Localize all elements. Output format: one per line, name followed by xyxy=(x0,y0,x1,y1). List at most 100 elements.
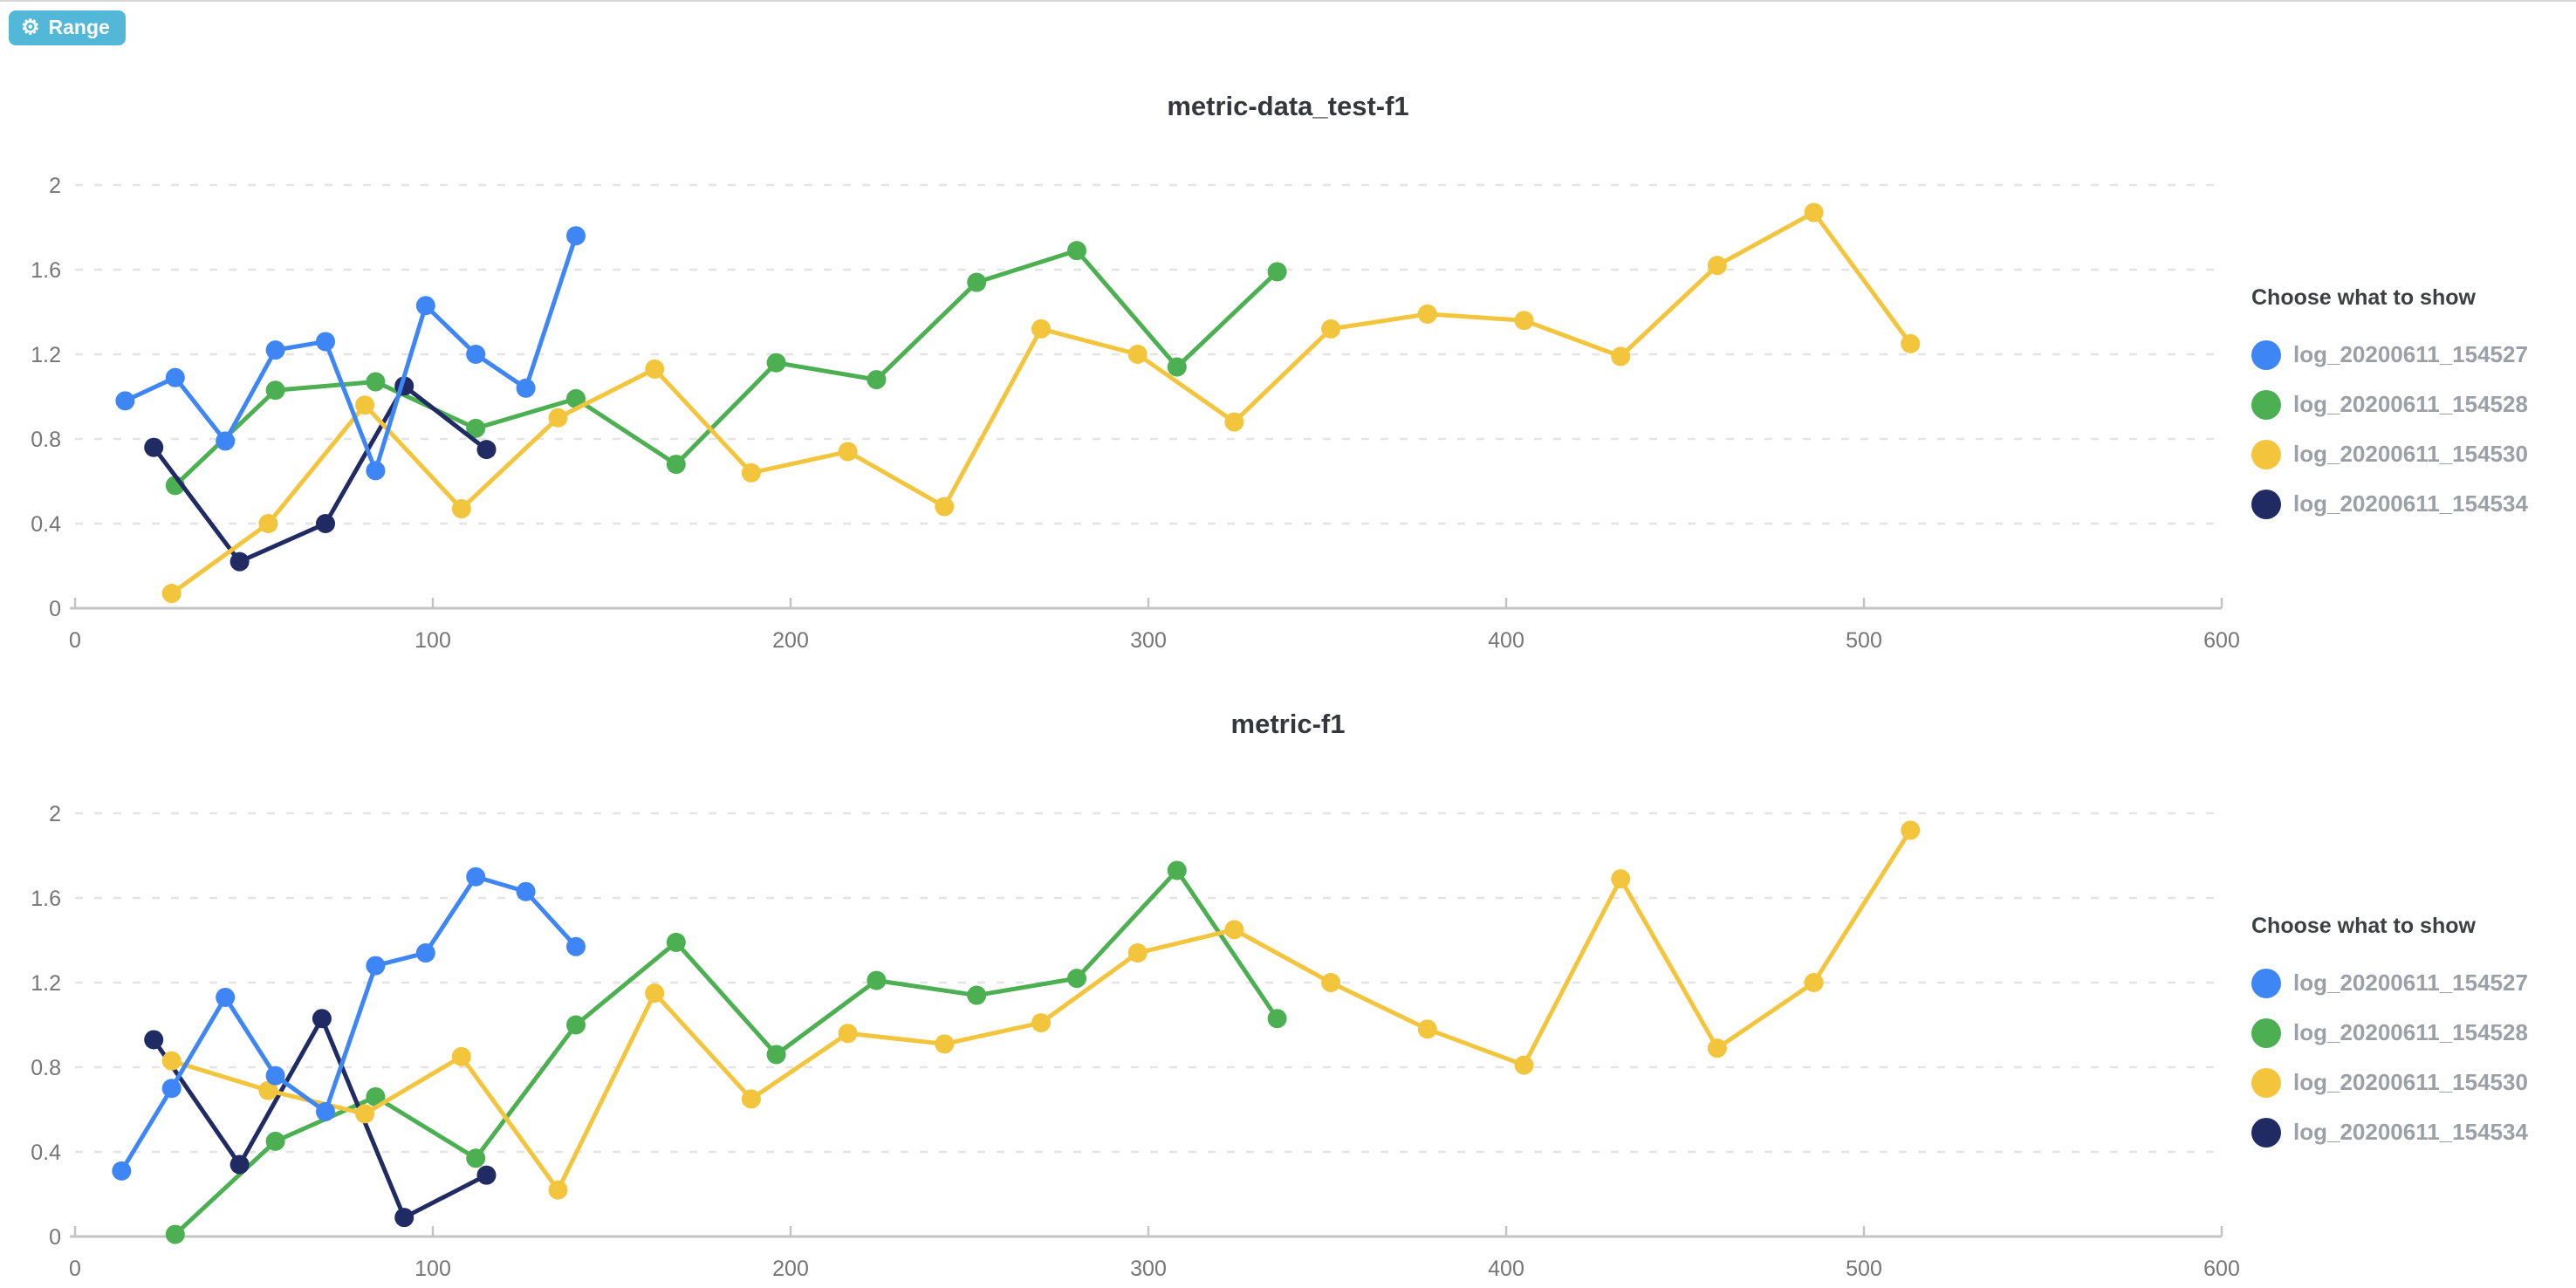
y-tick-label: 1.2 xyxy=(31,971,61,996)
range-button[interactable]: ⚙ Range xyxy=(9,10,126,45)
data-point-log_20200611_154530 xyxy=(451,1046,471,1066)
series-color-dot xyxy=(2251,439,2281,469)
data-point-log_20200611_154528 xyxy=(1267,1009,1287,1029)
data-point-log_20200611_154530 xyxy=(1224,920,1244,940)
data-point-log_20200611_154528 xyxy=(466,418,486,438)
data-point-log_20200611_154530 xyxy=(1804,202,1824,223)
x-tick-label: 100 xyxy=(414,1257,451,1281)
legend-title: Choose what to show xyxy=(2251,914,2476,938)
chart-metric-data-test-f1: metric-data_test-f1 0 0.4 0.8 1.2 1.6 2 0 100 200… xyxy=(31,91,2240,653)
x-tick-label: 200 xyxy=(772,1257,809,1281)
legend-item-log-20200611-154534[interactable]: log_20200611_154534 xyxy=(2251,479,2566,529)
data-point-log_20200611_154528 xyxy=(1067,241,1086,261)
data-point-log_20200611_154530 xyxy=(1514,311,1534,331)
legend-item-label: log_20200611_154530 xyxy=(2293,1069,2528,1095)
data-point-log_20200611_154530 xyxy=(161,1051,182,1071)
x-tick-label: 200 xyxy=(772,628,809,653)
legend-item-log-20200611-154534[interactable]: log_20200611_154534 xyxy=(2251,1107,2566,1157)
data-point-log_20200611_154528 xyxy=(967,272,987,292)
y-tick-label: 2 xyxy=(49,802,61,826)
range-button-label: Range xyxy=(48,16,110,38)
data-point-log_20200611_154534 xyxy=(144,1030,164,1050)
legend-item-log-20200611-154527[interactable]: log_20200611_154527 xyxy=(2251,330,2566,380)
y-tick-label: 0.8 xyxy=(31,428,61,452)
data-point-log_20200611_154527 xyxy=(366,461,386,481)
data-point-log_20200611_154534 xyxy=(316,514,335,533)
data-point-log_20200611_154527 xyxy=(516,378,536,398)
data-point-log_20200611_154530 xyxy=(1031,319,1051,339)
legend-item-log-20200611-154530[interactable]: log_20200611_154530 xyxy=(2251,429,2566,479)
data-point-log_20200611_154530 xyxy=(1031,1013,1051,1033)
legend-item-label: log_20200611_154534 xyxy=(2293,490,2528,517)
data-point-log_20200611_154528 xyxy=(265,1131,285,1151)
data-point-log_20200611_154530 xyxy=(1611,869,1631,889)
legend-item-log-20200611-154527[interactable]: log_20200611_154527 xyxy=(2251,958,2566,1008)
data-point-log_20200611_154528 xyxy=(366,372,386,392)
data-point-log_20200611_154534 xyxy=(230,1154,250,1175)
data-point-log_20200611_154530 xyxy=(1901,333,1921,353)
legend-chart-1: Choose what to show log_20200611_154527 l… xyxy=(2251,285,2566,529)
y-tick-label: 0 xyxy=(49,1225,61,1250)
data-point-log_20200611_154530 xyxy=(548,1180,568,1200)
data-point-log_20200611_154530 xyxy=(355,395,375,415)
data-point-log_20200611_154527 xyxy=(165,367,185,387)
legend-item-log-20200611-154528[interactable]: log_20200611_154528 xyxy=(2251,380,2566,429)
chart-metric-f1: metric-f1 0 0.4 0.8 1.2 1.6 2 0 100 200 300 400 500 6… xyxy=(31,709,2240,1281)
data-point-log_20200611_154528 xyxy=(867,970,887,990)
data-point-log_20200611_154527 xyxy=(316,1101,335,1121)
legend-item-label: log_20200611_154527 xyxy=(2293,341,2528,367)
data-point-log_20200611_154534 xyxy=(394,1208,414,1228)
data-point-log_20200611_154534 xyxy=(230,552,250,572)
data-point-log_20200611_154528 xyxy=(1167,357,1187,377)
x-tick-label: 600 xyxy=(2203,1257,2240,1281)
data-point-log_20200611_154528 xyxy=(1067,969,1086,989)
x-tick-label: 100 xyxy=(414,628,451,653)
data-point-log_20200611_154528 xyxy=(867,370,887,390)
series-color-dot xyxy=(2251,489,2281,519)
data-point-log_20200611_154527 xyxy=(265,340,285,360)
data-point-log_20200611_154527 xyxy=(566,226,586,246)
legend-item-label: log_20200611_154527 xyxy=(2293,969,2528,996)
data-point-log_20200611_154530 xyxy=(935,1034,955,1054)
data-point-log_20200611_154527 xyxy=(265,1065,285,1086)
data-point-log_20200611_154530 xyxy=(1611,346,1631,367)
data-point-log_20200611_154530 xyxy=(1804,973,1824,992)
y-tick-label: 0 xyxy=(49,597,61,621)
x-tick-label: 300 xyxy=(1130,1257,1167,1281)
data-point-log_20200611_154534 xyxy=(476,440,497,460)
legend-chart-2: Choose what to show log_20200611_154527 l… xyxy=(2251,914,2566,1157)
data-point-log_20200611_154528 xyxy=(967,985,987,1005)
series-color-dot xyxy=(2251,339,2281,370)
series-line-log_20200611_154527 xyxy=(119,874,579,1174)
x-tick-label: 300 xyxy=(1130,628,1167,653)
legend-item-label: log_20200611_154528 xyxy=(2293,1019,2528,1045)
data-point-log_20200611_154534 xyxy=(476,1165,497,1185)
legend-item-label: log_20200611_154530 xyxy=(2293,441,2528,467)
x-tick-label: 400 xyxy=(1488,628,1524,653)
data-point-log_20200611_154528 xyxy=(566,1015,586,1035)
x-tick-label: 0 xyxy=(69,1257,81,1281)
legend-item-label: log_20200611_154534 xyxy=(2293,1119,2528,1145)
legend-item-log-20200611-154530[interactable]: log_20200611_154530 xyxy=(2251,1058,2566,1107)
x-tick-label: 500 xyxy=(1846,628,1882,653)
legend-item-log-20200611-154528[interactable]: log_20200611_154528 xyxy=(2251,1008,2566,1058)
data-point-log_20200611_154528 xyxy=(766,1045,786,1065)
data-point-log_20200611_154534 xyxy=(312,1009,332,1029)
legend-item-label: log_20200611_154528 xyxy=(2293,391,2528,417)
data-point-log_20200611_154530 xyxy=(1127,345,1148,364)
data-point-log_20200611_154530 xyxy=(838,1024,858,1044)
x-tick-label: 400 xyxy=(1488,1257,1524,1281)
series-color-dot xyxy=(2251,1017,2281,1048)
data-point-log_20200611_154530 xyxy=(258,514,278,533)
data-point-log_20200611_154530 xyxy=(1321,973,1341,992)
data-point-log_20200611_154528 xyxy=(366,1086,386,1106)
data-point-log_20200611_154527 xyxy=(415,296,435,316)
data-point-log_20200611_154528 xyxy=(1267,262,1287,282)
chart-title: metric-f1 xyxy=(1231,709,1346,739)
data-point-log_20200611_154527 xyxy=(216,431,236,451)
data-point-log_20200611_154528 xyxy=(165,1224,185,1244)
y-tick-label: 1.6 xyxy=(31,887,61,911)
y-tick-label: 0.4 xyxy=(31,1141,61,1165)
